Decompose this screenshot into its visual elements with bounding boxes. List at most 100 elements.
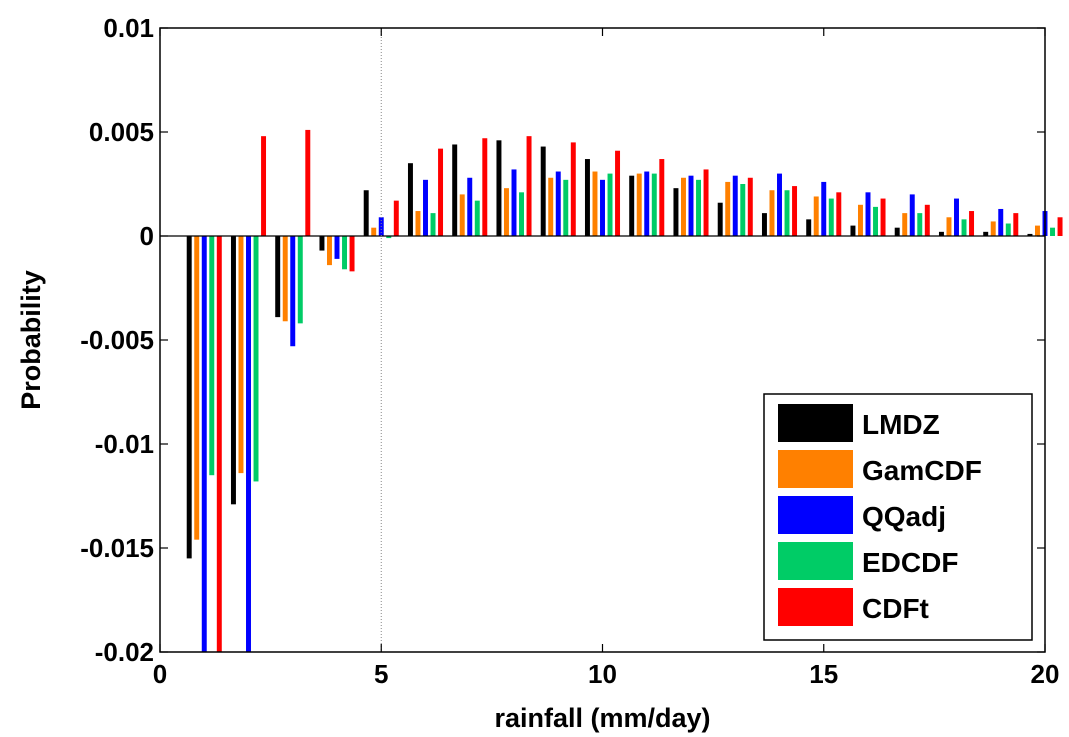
bar-qqadj-7 <box>467 177 473 236</box>
bar-gamcdf-3 <box>282 236 288 322</box>
bar-gamcdf-20 <box>1034 225 1040 236</box>
bar-gamcdf-11 <box>636 173 642 236</box>
bar-cdft-12 <box>703 169 709 236</box>
bar-edcdf-12 <box>696 179 702 236</box>
bar-edcdf-18 <box>961 219 967 236</box>
legend-label-edcdf: EDCDF <box>862 547 958 578</box>
bar-cdft-15 <box>836 192 842 236</box>
bar-cdft-13 <box>747 177 753 236</box>
x-tick-label: 10 <box>588 659 617 689</box>
plot-frame <box>159 27 1046 653</box>
bar-qqadj-15 <box>821 181 827 236</box>
bar-lmdz-19 <box>983 231 989 236</box>
bar-edcdf-17 <box>917 213 923 236</box>
bar-qqadj-3 <box>290 236 296 347</box>
y-tick-labels: -0.02 -0.015 -0.01 -0.005 0 0.005 0.01 <box>80 13 154 667</box>
bar-cdft-16 <box>880 198 886 236</box>
bar-lmdz-9 <box>540 146 546 236</box>
bar-lmdz-16 <box>850 225 856 236</box>
y-tick-label: 0 <box>140 221 154 251</box>
bar-lmdz-17 <box>894 227 900 236</box>
bar-lmdz-3 <box>275 236 281 318</box>
y-tick-label: -0.005 <box>80 325 154 355</box>
bar-qqadj-2 <box>246 236 251 652</box>
bar-cdft-4 <box>349 236 355 272</box>
bar-edcdf-14 <box>784 190 790 236</box>
bar-lmdz-7 <box>452 144 458 236</box>
bar-gamcdf-16 <box>857 204 863 236</box>
bar-cdft-3 <box>305 129 311 236</box>
bar-gamcdf-19 <box>990 221 996 236</box>
bar-cdft-8 <box>526 136 532 236</box>
bar-edcdf-1 <box>209 236 215 476</box>
bar-lmdz-20 <box>1027 233 1033 236</box>
x-axis-label: rainfall (mm/day) <box>494 703 710 733</box>
bar-lmdz-4 <box>319 236 325 251</box>
bar-qqadj-18 <box>954 198 959 236</box>
bar-lmdz-1 <box>186 236 192 559</box>
x-tick-label: 5 <box>374 659 388 689</box>
bar-qqadj-16 <box>865 192 871 236</box>
legend-swatch-lmdz <box>778 404 853 442</box>
bar-lmdz-12 <box>673 188 679 236</box>
bar-lmdz-11 <box>629 175 635 236</box>
bar-lmdz-10 <box>584 159 590 236</box>
bar-cdft-7 <box>482 138 488 236</box>
bar-cdft-14 <box>792 186 798 236</box>
bar-qqadj-19 <box>998 208 1004 236</box>
legend-swatch-edcdf <box>778 542 853 580</box>
bar-qqadj-17 <box>909 194 915 236</box>
bar-cdft-18 <box>969 211 975 236</box>
bar-qqadj-13 <box>732 175 738 236</box>
y-tick-label: -0.015 <box>80 533 154 563</box>
y-tick-label: 0.01 <box>103 13 154 43</box>
legend-label-gamcdf: GamCDF <box>862 455 982 486</box>
bar-edcdf-8 <box>519 192 525 236</box>
bar-edcdf-2 <box>253 236 259 482</box>
bar-cdft-1 <box>216 236 222 652</box>
bar-edcdf-11 <box>651 173 657 236</box>
bar-edcdf-7 <box>474 200 480 236</box>
bar-gamcdf-2 <box>238 236 244 474</box>
bar-edcdf-19 <box>1005 223 1011 236</box>
bar-cdft-10 <box>615 150 621 236</box>
bar-cdft-9 <box>570 142 576 236</box>
bar-edcdf-13 <box>740 184 746 236</box>
bar-lmdz-5 <box>363 190 369 236</box>
y-tick-label: -0.01 <box>95 429 154 459</box>
y-axis-label: Probability <box>16 270 46 410</box>
legend: LMDZ GamCDF QQadj EDCDF CDFt <box>763 393 1033 641</box>
bar-gamcdf-9 <box>548 177 554 236</box>
bar-gamcdf-13 <box>725 181 731 236</box>
bar-edcdf-5 <box>386 236 392 239</box>
bar-lmdz-13 <box>717 202 723 236</box>
bars-group <box>186 129 1063 652</box>
bar-qqadj-12 <box>688 175 694 236</box>
bar-cdft-20 <box>1057 217 1063 236</box>
bar-edcdf-3 <box>297 236 303 324</box>
bar-gamcdf-8 <box>503 188 509 236</box>
x-tick-label: 20 <box>1031 659 1060 689</box>
x-tick-labels: 0 5 10 15 20 <box>153 659 1060 689</box>
legend-swatch-qqadj <box>778 496 853 534</box>
legend-label-cdft: CDFt <box>862 593 929 624</box>
bar-qqadj-4 <box>334 236 340 259</box>
bar-gamcdf-1 <box>194 236 200 540</box>
bar-lmdz-2 <box>230 236 236 505</box>
bar-edcdf-16 <box>873 206 879 236</box>
bar-qqadj-6 <box>423 179 428 236</box>
bar-gamcdf-15 <box>813 196 819 236</box>
bar-cdft-17 <box>924 204 930 236</box>
bar-qqadj-9 <box>555 171 561 236</box>
bar-gamcdf-18 <box>946 217 952 236</box>
bar-qqadj-14 <box>777 173 782 236</box>
bar-edcdf-15 <box>828 198 834 236</box>
bar-qqadj-10 <box>600 179 605 236</box>
bar-cdft-5 <box>393 200 399 236</box>
legend-label-qqadj: QQadj <box>862 501 946 532</box>
bar-lmdz-6 <box>407 163 413 236</box>
bar-qqadj-11 <box>644 171 650 236</box>
bar-edcdf-4 <box>342 236 348 270</box>
x-tick-label: 0 <box>153 659 167 689</box>
